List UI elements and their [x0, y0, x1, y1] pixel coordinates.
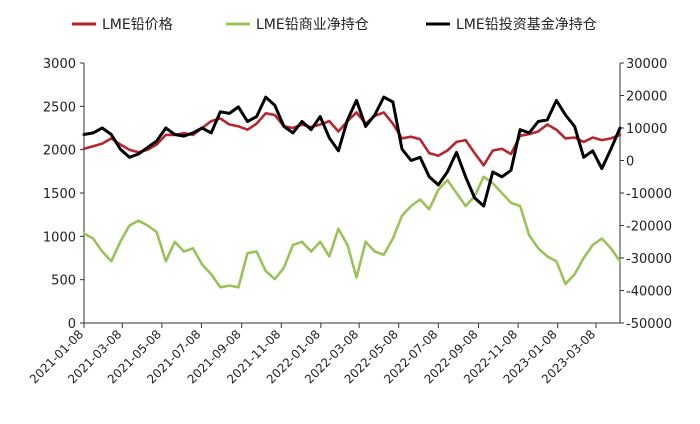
legend-label-3: LME铅投资基金净持仓 — [456, 16, 597, 33]
y-left-tick-label: 1500 — [43, 187, 76, 202]
legend-label-2: LME铅商业净持仓 — [256, 17, 369, 33]
y-right-tick-label: -20000 — [626, 220, 672, 235]
y-left-tick-label: 2500 — [43, 100, 76, 115]
y-right-tick-label: 30000 — [626, 57, 667, 72]
y-right-tick-label: -50000 — [626, 317, 672, 332]
y-right-tick-label: -10000 — [626, 187, 672, 202]
series-line-3 — [82, 95, 622, 208]
y-right-tick-label: -30000 — [626, 252, 672, 267]
y-left-tick-label: 500 — [51, 274, 76, 289]
y-left-tick-label: 3000 — [43, 57, 76, 72]
y-left-tick-label: 2000 — [43, 144, 76, 159]
legend-label-1: LME铅价格 — [102, 17, 173, 33]
y-right-tick-label: 20000 — [626, 90, 667, 105]
y-left-tick-label: 1000 — [43, 230, 76, 245]
y-right-tick-label: 0 — [626, 155, 634, 170]
y-right-tick-label: 10000 — [626, 122, 667, 137]
series-line-2 — [82, 175, 622, 289]
y-left-tick-label: 0 — [68, 317, 76, 332]
y-right-tick-label: -40000 — [626, 285, 672, 300]
